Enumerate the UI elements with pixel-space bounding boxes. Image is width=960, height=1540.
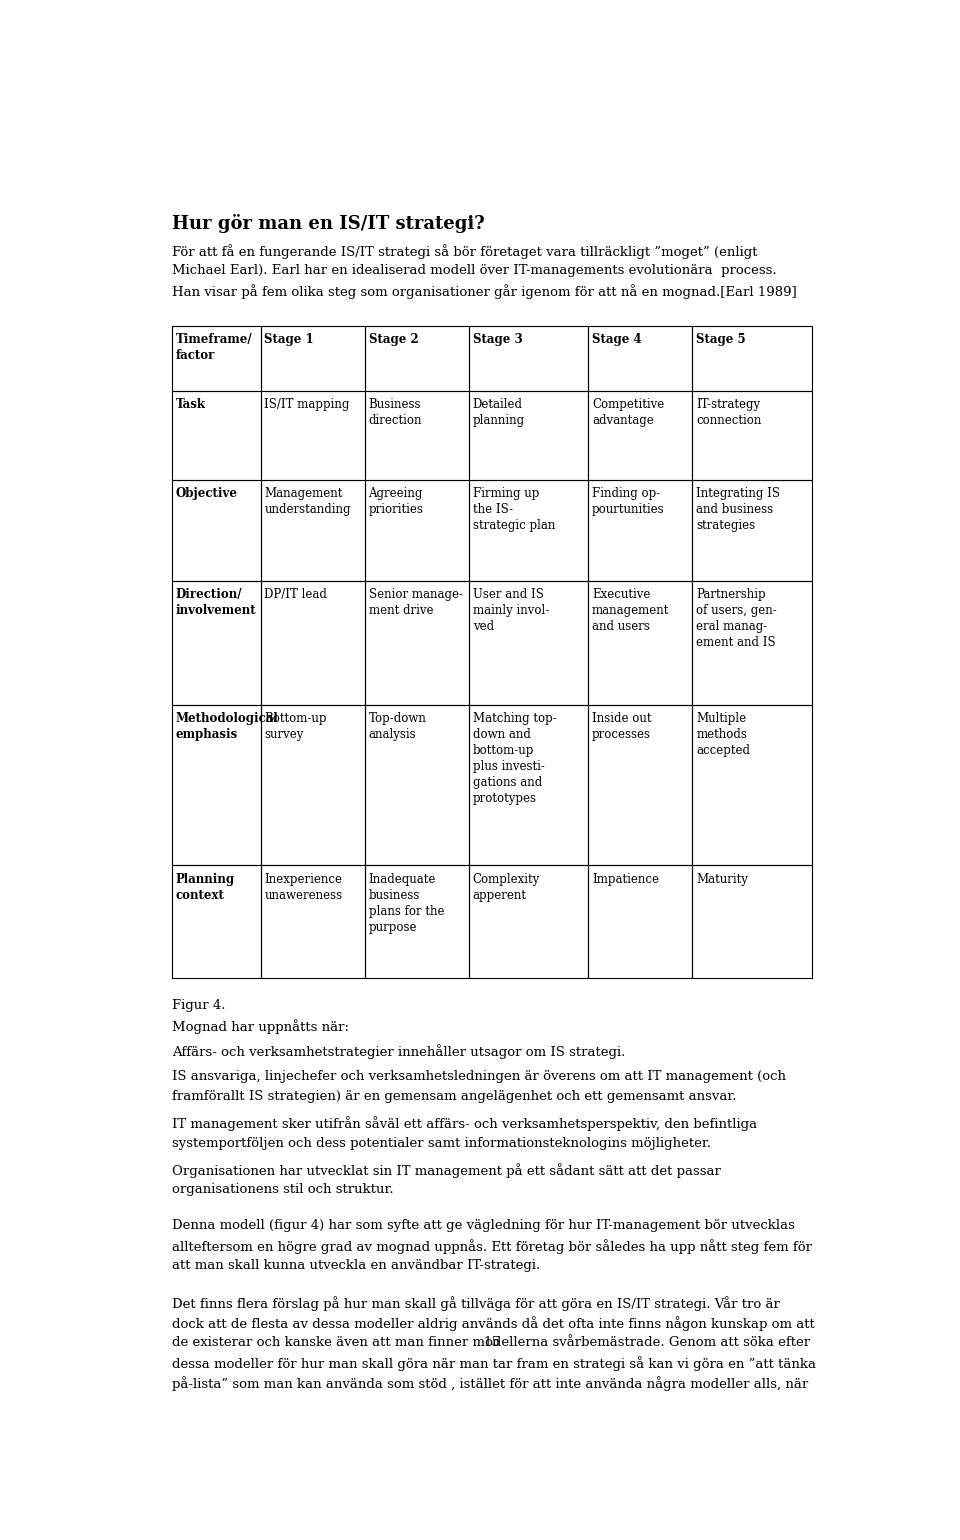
Text: Mognad har uppnåtts när:: Mognad har uppnåtts när: [172,1019,349,1035]
Bar [261,391,365,480]
Text: Stage 4: Stage 4 [592,333,641,346]
Bar [261,865,365,978]
Text: systemportföljen och dess potentialer samt informationsteknologins möjligheter.: systemportföljen och dess potentialer sa… [172,1137,711,1149]
Text: IT management sker utifrån såväl ett affärs- och verksamhetsperspektiv, den befi: IT management sker utifrån såväl ett aff… [172,1116,757,1132]
Text: Agreeing
priorities: Agreeing priorities [369,487,423,516]
Bar [692,326,812,391]
Bar [468,581,588,705]
Text: Direction/
involvement: Direction/ involvement [176,588,256,618]
Bar [365,865,468,978]
Text: dessa modeller för hur man skall göra när man tar fram en strategi så kan vi gör: dessa modeller för hur man skall göra nä… [172,1357,816,1371]
Bar [172,480,261,581]
Bar [692,581,812,705]
Text: IS/IT mapping: IS/IT mapping [264,399,349,411]
Text: på-lista” som man kan använda som stöd , istället för att inte använda några mod: på-lista” som man kan använda som stöd ,… [172,1377,808,1391]
Text: Inadequate
business
plans for the
purpose: Inadequate business plans for the purpos… [369,873,444,933]
Bar [172,326,261,391]
Bar [692,865,812,978]
Bar [172,865,261,978]
Bar [365,480,468,581]
Text: Top-down
analysis: Top-down analysis [369,713,426,741]
Text: Management
understanding: Management understanding [264,487,351,516]
Text: Affärs- och verksamhetstrategier innehåller utsagor om IS strategi.: Affärs- och verksamhetstrategier innehål… [172,1044,626,1058]
Bar [588,326,692,391]
Bar [468,865,588,978]
Text: Firming up
the IS-
strategic plan: Firming up the IS- strategic plan [472,487,555,533]
Text: dock att de flesta av dessa modeller aldrig används då det ofta inte finns någon: dock att de flesta av dessa modeller ald… [172,1317,815,1331]
Text: Executive
management
and users: Executive management and users [592,588,669,633]
Bar [588,705,692,865]
Text: Maturity: Maturity [696,873,748,886]
Text: att man skall kunna utveckla en användbar IT-strategi.: att man skall kunna utveckla en användba… [172,1260,540,1272]
Text: Michael Earl). Earl har en idealiserad modell över IT-managements evolutionära  : Michael Earl). Earl har en idealiserad m… [172,265,777,277]
Text: 15: 15 [484,1337,500,1349]
Bar [588,480,692,581]
Bar [365,326,468,391]
Text: Inexperience
unawereness: Inexperience unawereness [264,873,343,901]
Text: För att få en fungerande IS/IT strategi så bör företaget vara tillräckligt ”moge: För att få en fungerande IS/IT strategi … [172,243,757,259]
Text: Integrating IS
and business
strategies: Integrating IS and business strategies [696,487,780,533]
Text: IS ansvariga, linjechefer och verksamhetsledningen är överens om att IT manageme: IS ansvariga, linjechefer och verksamhet… [172,1070,786,1083]
Text: Multiple
methods
accepted: Multiple methods accepted [696,713,750,758]
Text: Competitive
advantage: Competitive advantage [592,399,664,427]
Bar [468,705,588,865]
Bar [468,391,588,480]
Bar [365,581,468,705]
Bar [261,326,365,391]
Bar [365,391,468,480]
Bar [172,391,261,480]
Text: Methodological
emphasis: Methodological emphasis [176,713,278,741]
Bar [365,705,468,865]
Text: Impatience: Impatience [592,873,660,886]
Text: Han visar på fem olika steg som organisationer går igenom för att nå en mognad.[: Han visar på fem olika steg som organisa… [172,285,797,299]
Text: Organisationen har utvecklat sin IT management på ett sådant sätt att det passar: Organisationen har utvecklat sin IT mana… [172,1163,721,1178]
Text: Denna modell (figur 4) har som syfte att ge vägledning för hur IT-management bör: Denna modell (figur 4) har som syfte att… [172,1220,795,1232]
Text: Hur gör man en IS/IT strategi?: Hur gör man en IS/IT strategi? [172,214,485,234]
Text: Matching top-
down and
bottom-up
plus investi-
gations and
prototypes: Matching top- down and bottom-up plus in… [472,713,557,805]
Text: Partnership
of users, gen-
eral manag-
ement and IS: Partnership of users, gen- eral manag- e… [696,588,777,648]
Bar [261,705,365,865]
Bar [692,705,812,865]
Text: Inside out
processes: Inside out processes [592,713,652,741]
Text: organisationens stil och struktur.: organisationens stil och struktur. [172,1183,394,1197]
Text: Timeframe/
factor: Timeframe/ factor [176,333,252,362]
Bar [692,480,812,581]
Text: Senior manage-
ment drive: Senior manage- ment drive [369,588,463,618]
Text: framförallt IS strategien) är en gemensam angelägenhet och ett gemensamt ansvar.: framförallt IS strategien) är en gemensa… [172,1090,736,1103]
Bar [172,705,261,865]
Text: Det finns flera förslag på hur man skall gå tillväga för att göra en IS/IT strat: Det finns flera förslag på hur man skall… [172,1295,780,1311]
Text: Business
direction: Business direction [369,399,422,427]
Text: DP/IT lead: DP/IT lead [264,588,327,601]
Text: Stage 3: Stage 3 [472,333,522,346]
Bar [692,391,812,480]
Text: Detailed
planning: Detailed planning [472,399,525,427]
Bar [261,480,365,581]
Text: Stage 5: Stage 5 [696,333,746,346]
Text: User and IS
mainly invol-
ved: User and IS mainly invol- ved [472,588,549,633]
Bar [588,581,692,705]
Bar [588,865,692,978]
Text: de existerar och kanske även att man finner modellerna svårbemästrade. Genom att: de existerar och kanske även att man fin… [172,1337,810,1349]
Text: Complexity
apperent: Complexity apperent [472,873,540,901]
Text: allteftersom en högre grad av mognad uppnås. Ett företag bör således ha upp nått: allteftersom en högre grad av mognad upp… [172,1240,812,1254]
Text: Bottom-up
survey: Bottom-up survey [264,713,327,741]
Text: Finding op-
pourtunities: Finding op- pourtunities [592,487,664,516]
Bar [261,581,365,705]
Bar [468,326,588,391]
Bar [588,391,692,480]
Bar [172,581,261,705]
Text: Figur 4.: Figur 4. [172,999,226,1012]
Bar [468,480,588,581]
Text: Stage 1: Stage 1 [264,333,314,346]
Text: Objective: Objective [176,487,238,500]
Text: IT-strategy
connection: IT-strategy connection [696,399,761,427]
Text: Task: Task [176,399,205,411]
Text: Stage 2: Stage 2 [369,333,419,346]
Text: Planning
context: Planning context [176,873,235,901]
